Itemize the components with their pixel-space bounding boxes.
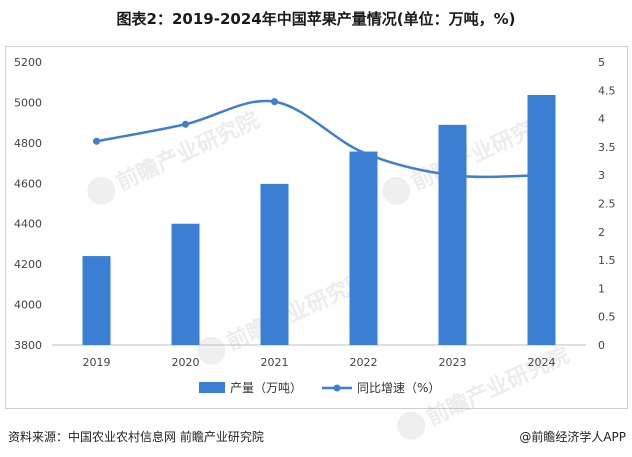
bar — [527, 94, 556, 346]
growth-point — [271, 98, 278, 106]
watermark-logo-icon — [87, 176, 116, 205]
growth-line — [96, 99, 542, 179]
credit-note: @前瞻经济学人APP — [519, 430, 626, 444]
y-right-tick-label: 0.5 — [598, 311, 616, 324]
source-note: 资料来源：中国农业农村信息网 前瞻产业研究院 — [8, 430, 264, 444]
legend-line-label: 同比增速（%） — [357, 381, 440, 395]
y-left-tick-label: 4200 — [14, 258, 42, 271]
y-right-tick-label: 3 — [598, 169, 605, 182]
watermark-logo-icon — [197, 336, 226, 365]
y-right-tick-label: 0 — [598, 339, 605, 352]
watermark-logo-icon — [397, 411, 426, 440]
bar — [349, 151, 378, 345]
y-left-tick-label: 5000 — [14, 96, 42, 109]
y-right-tick-label: 2 — [598, 226, 605, 239]
y-right-tick-label: 4 — [598, 113, 605, 126]
watermark: 前瞻产业研究院 — [87, 107, 264, 205]
x-tick-label: 2021 — [261, 356, 289, 369]
y-left-tick-label: 4800 — [14, 137, 42, 150]
legend-bar-label: 产量（万吨） — [230, 381, 302, 395]
y-left-tick-label: 4000 — [14, 299, 42, 312]
y-right-tick-label: 1.5 — [598, 254, 616, 267]
y-left-tick-label: 4600 — [14, 177, 42, 190]
bar — [82, 256, 111, 345]
watermark-text: 前瞻产业研究院 — [113, 107, 264, 196]
growth-point — [93, 137, 100, 145]
y-right-tick-label: 5 — [598, 56, 605, 69]
chart-title: 图表2：2019-2024年中国苹果产量情况(单位：万吨，%) — [116, 10, 516, 28]
x-tick-label: 2024 — [528, 356, 556, 369]
x-tick-label: 2022 — [350, 356, 378, 369]
bar — [260, 183, 289, 345]
chart-panel — [5, 46, 628, 409]
x-tick-label: 2019 — [83, 356, 111, 369]
y-right-tick-label: 4.5 — [598, 84, 616, 97]
y-right-tick-label: 2.5 — [598, 198, 616, 211]
y-right-tick-label: 3.5 — [598, 141, 616, 154]
x-tick-label: 2023 — [439, 356, 467, 369]
y-left-tick-label: 5200 — [14, 56, 42, 69]
legend-line-marker — [333, 384, 341, 392]
bar — [171, 223, 200, 345]
legend-bar-swatch — [199, 382, 225, 393]
x-tick-label: 2020 — [172, 356, 200, 369]
bar — [438, 124, 467, 346]
y-right-tick-label: 1 — [598, 282, 605, 295]
watermark-logo-icon — [382, 176, 411, 205]
y-left-tick-label: 3800 — [14, 339, 42, 352]
growth-point — [182, 120, 189, 128]
y-left-tick-label: 4400 — [14, 218, 42, 231]
